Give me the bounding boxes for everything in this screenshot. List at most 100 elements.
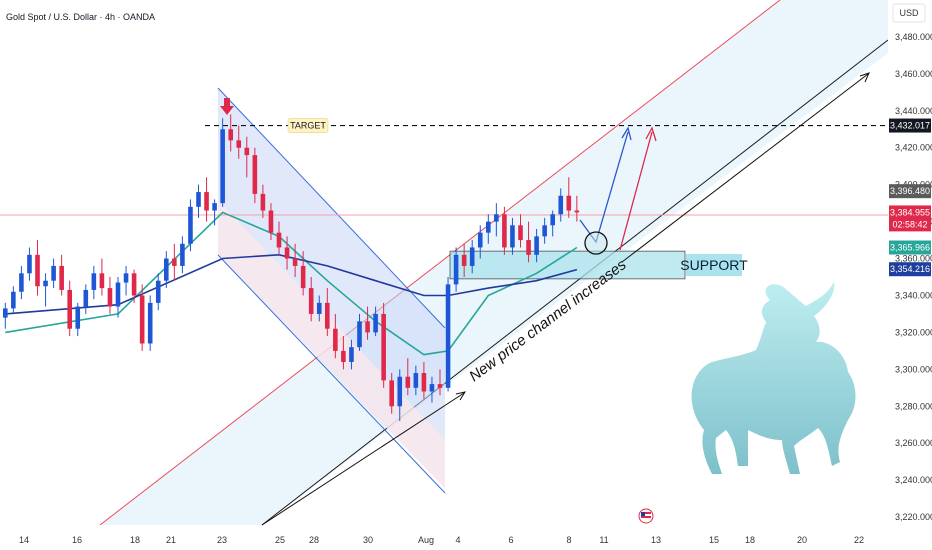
candle-body: [502, 214, 507, 248]
candle-body: [316, 302, 322, 314]
us-event-flag-icon[interactable]: [638, 508, 654, 524]
price-tag-label: 3,365.966: [890, 243, 930, 253]
candle-body: [59, 265, 64, 290]
channel-arrow-upper-head-icon: [859, 72, 870, 83]
time-tick-label: 20: [797, 535, 807, 545]
candle-body: [566, 195, 572, 211]
time-axis[interactable]: 14 16 18 21 23 25 28 30 Aug 4 6 8 11 13 15 18 20 22: [19, 535, 864, 545]
candle-body: [51, 265, 56, 281]
bull-illustration: [691, 282, 856, 474]
candle-body: [244, 147, 250, 156]
candle-body: [308, 288, 314, 314]
candle-body: [172, 258, 177, 266]
price-tags: 3,432.017 3,396.480 3,384.955 02:58:42 3,365…: [889, 118, 931, 277]
time-tick-label: 18: [745, 535, 755, 545]
channel-arrow-lower: [261, 392, 465, 526]
chart-title: Gold Spot / U.S. Dollar · 4h · OANDA: [6, 12, 155, 22]
time-tick-label: 6: [508, 535, 513, 545]
candle-body: [147, 302, 153, 344]
price-tag-label: 3,396.480: [890, 186, 930, 196]
price-tag-label: 3,384.955: [890, 207, 930, 217]
projection-arrows: [579, 126, 657, 255]
candlesticks: [3, 114, 580, 422]
candle-body: [196, 192, 201, 207]
time-tick-label: 4: [455, 535, 460, 545]
price-tick-label: 3,420.000: [895, 143, 932, 153]
target-label-box: [287, 118, 329, 133]
peak-down-arrow-icon: [220, 98, 234, 115]
candle-body: [212, 203, 217, 211]
candle-body: [381, 313, 386, 381]
price-tag: [889, 184, 931, 199]
candle-body: [494, 214, 499, 222]
candle-body: [526, 240, 531, 255]
candle-body: [405, 376, 411, 388]
candle-body: [325, 302, 330, 329]
candle-body: [349, 347, 354, 362]
candle-body: [11, 291, 16, 309]
channel-arrow-lower-head-icon: [455, 391, 467, 401]
candle-body: [91, 273, 97, 290]
blue-arrow-head-icon: [621, 126, 632, 141]
candle-body: [518, 225, 523, 241]
price-tick-label: 3,300.000: [895, 364, 932, 374]
channel-arrow-upper: [621, 73, 869, 263]
candle-body: [292, 258, 298, 266]
candle-body: [164, 258, 169, 281]
descending-channel-lower-fill: [218, 200, 445, 488]
price-tag: [889, 262, 931, 277]
price-tag: [889, 205, 931, 220]
target-line-group: TARGET: [205, 118, 888, 133]
candle-body: [107, 288, 113, 307]
time-tick-label: 16: [72, 535, 82, 545]
candle-body: [99, 273, 105, 289]
price-tick-label: 3,260.000: [895, 438, 932, 448]
descending-channel-upper-line: [217, 87, 446, 329]
price-tick-label: 3,360.000: [895, 254, 932, 264]
candle-body: [421, 373, 427, 392]
time-tick-label: 8: [566, 535, 571, 545]
currency-badge[interactable]: [892, 3, 926, 23]
candle-body: [429, 384, 435, 392]
candle-body: [333, 328, 338, 351]
price-tick-label: 3,480.000: [895, 32, 932, 42]
candle-body: [268, 210, 274, 233]
candle-body: [397, 376, 403, 407]
candle-body: [437, 384, 443, 388]
candle-body: [300, 265, 306, 289]
candle-body: [284, 247, 290, 259]
candle-body: [204, 192, 209, 211]
candle-body: [389, 380, 394, 407]
candle-body: [558, 195, 564, 215]
price-tick-label: 3,220.000: [895, 512, 932, 522]
price-tag-label: 3,432.017: [890, 121, 930, 131]
time-tick-label: 13: [651, 535, 661, 545]
candle-body: [75, 306, 81, 329]
candle-body: [574, 210, 580, 213]
candle-body: [453, 254, 459, 285]
channel-upper-line: [99, 0, 781, 526]
candle-body: [469, 247, 475, 266]
time-tick-label: 28: [309, 535, 319, 545]
price-tick-label: 3,460.000: [895, 69, 932, 79]
candle-body: [357, 321, 362, 348]
price-tag: [889, 217, 931, 232]
candle-body: [477, 232, 483, 248]
price-tag-label: 02:58:42: [892, 219, 927, 229]
price-tick-label: 3,240.000: [895, 475, 932, 485]
candle-body: [123, 273, 129, 283]
time-tick-label: 23: [217, 535, 227, 545]
price-tick-label: 3,280.000: [895, 401, 932, 411]
candle-body: [188, 206, 193, 244]
candle-body: [510, 225, 515, 248]
candle-body: [27, 254, 32, 274]
price-tag: [889, 118, 931, 133]
time-tick-label: 21: [166, 535, 176, 545]
candle-body: [341, 350, 346, 362]
candle-body: [542, 225, 547, 237]
descending-channel-lower-line: [217, 254, 446, 494]
candle-body: [35, 254, 40, 287]
time-tick-label: 22: [854, 535, 864, 545]
